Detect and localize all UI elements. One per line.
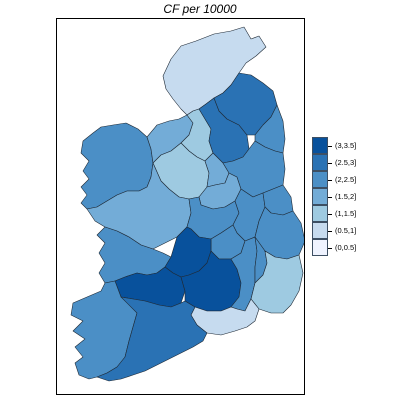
legend-tick <box>328 196 332 198</box>
legend-tick <box>328 179 332 181</box>
region-meath <box>222 140 286 198</box>
legend-label: (2.5,3] <box>335 157 357 167</box>
legend-label: (2,2.5] <box>335 174 357 184</box>
ireland-choropleth-map <box>70 26 304 382</box>
legend-tick <box>328 213 332 215</box>
legend-label: (1,1.5] <box>335 208 357 218</box>
legend-swatch <box>312 205 328 222</box>
legend-tick <box>328 230 332 232</box>
legend-swatch <box>312 239 328 256</box>
legend-tick <box>328 247 332 249</box>
legend-label: (1.5,2] <box>335 191 357 201</box>
legend-tick <box>328 145 332 147</box>
legend-swatch <box>312 154 328 171</box>
legend-swatch <box>312 171 328 188</box>
map-frame <box>56 18 305 395</box>
region-cork <box>96 296 208 382</box>
legend-tick <box>328 162 332 164</box>
legend-swatch <box>312 188 328 205</box>
legend-label: (3,3.5] <box>335 140 357 150</box>
legend-swatch <box>312 137 328 154</box>
legend-label: (0,0.5] <box>335 242 357 252</box>
region-donegal <box>162 26 267 116</box>
map-title: CF per 10000 <box>163 2 237 16</box>
legend-swatch <box>312 222 328 239</box>
legend-label: (0.5,1] <box>335 225 357 235</box>
